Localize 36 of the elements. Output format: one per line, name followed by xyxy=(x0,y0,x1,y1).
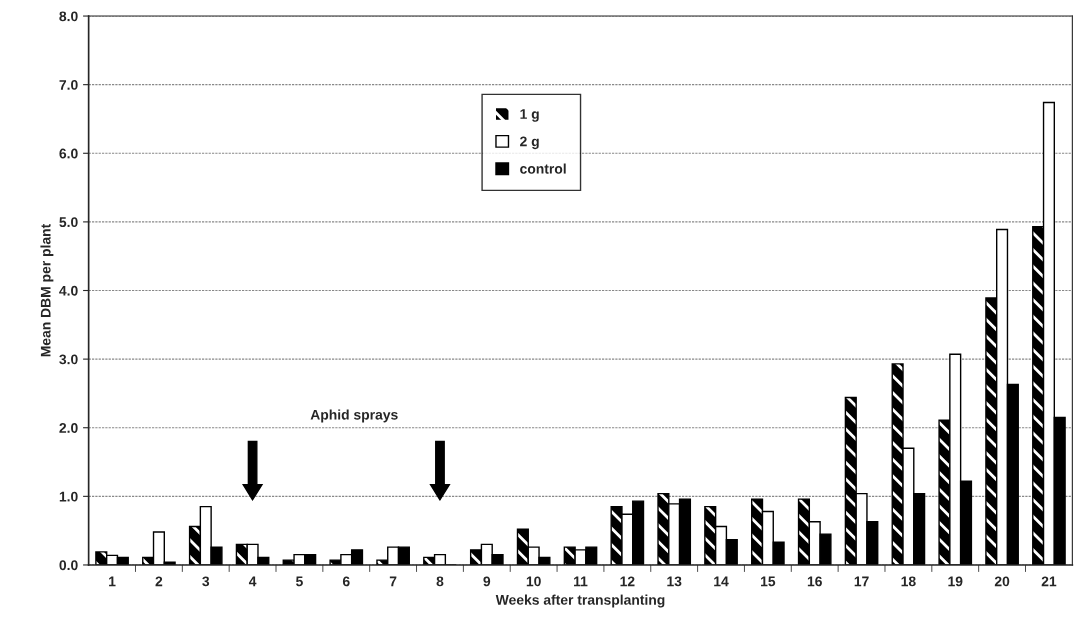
y-tick-label: 5.0 xyxy=(59,217,78,228)
x-tick-label: 7 xyxy=(389,576,397,587)
x-tick-label: 11 xyxy=(574,576,588,587)
x-tick-label: 8 xyxy=(436,576,444,587)
x-tick-label: 20 xyxy=(994,576,1010,587)
legend-label: control xyxy=(520,163,566,174)
y-tick-label: 4.0 xyxy=(59,285,78,296)
x-tick-label: 10 xyxy=(526,576,541,587)
y-tick-label: 6.0 xyxy=(59,148,78,159)
x-tick-label: 1 xyxy=(109,576,116,587)
y-axis-title: Mean DBM per plant xyxy=(40,223,54,357)
x-tick-label: 13 xyxy=(667,576,682,587)
x-tick-label: 15 xyxy=(761,576,776,587)
x-tick-label: 16 xyxy=(807,576,822,587)
x-tick-label: 3 xyxy=(202,576,210,587)
x-axis-title: Weeks after transplanting xyxy=(495,594,665,608)
x-tick-label: 9 xyxy=(483,576,491,587)
y-tick-label: 0.0 xyxy=(59,560,78,571)
x-tick-label: 4 xyxy=(248,576,257,587)
x-tick-label: 17 xyxy=(854,576,869,587)
x-tick-label: 14 xyxy=(714,576,729,587)
x-tick-label: 2 xyxy=(155,576,163,587)
annotation: Aphid sprays xyxy=(310,409,398,423)
x-tick-label: 19 xyxy=(948,576,963,587)
y-tick-label: 3.0 xyxy=(59,354,78,365)
x-tick-label: 21 xyxy=(1041,576,1057,587)
x-tick-label: 5 xyxy=(296,576,303,587)
y-tick-label: 1.0 xyxy=(59,491,78,502)
y-tick-label: 8.0 xyxy=(59,11,78,22)
x-tick-label: 18 xyxy=(901,576,916,587)
y-tick-label: 2.0 xyxy=(59,423,78,433)
legend-label: 1 g xyxy=(520,109,539,122)
x-tick-label: 12 xyxy=(620,576,635,587)
legend-label: 2 g xyxy=(520,136,539,150)
x-tick-label: 6 xyxy=(342,576,350,587)
y-tick-label: 7.0 xyxy=(59,80,78,90)
